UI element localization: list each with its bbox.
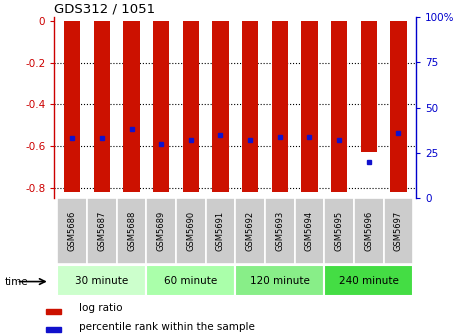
Bar [324, 265, 413, 296]
Text: log ratio: log ratio [79, 303, 123, 313]
Text: GSM5687: GSM5687 [97, 211, 106, 251]
Bar [272, 21, 288, 192]
Text: GDS312 / 1051: GDS312 / 1051 [54, 3, 156, 16]
Text: GSM5686: GSM5686 [68, 211, 77, 251]
Bar [123, 21, 140, 192]
Text: GSM5689: GSM5689 [157, 211, 166, 251]
Bar [212, 21, 228, 192]
Bar [146, 198, 176, 264]
Text: GSM5692: GSM5692 [245, 211, 254, 251]
Bar [384, 198, 413, 264]
Text: GSM5696: GSM5696 [364, 211, 373, 251]
Bar [206, 198, 236, 264]
Bar [46, 327, 61, 333]
Bar [265, 198, 295, 264]
Bar [64, 21, 80, 192]
Bar [87, 198, 117, 264]
Bar [360, 21, 377, 152]
Text: GSM5690: GSM5690 [186, 211, 195, 251]
Bar [94, 21, 110, 192]
Bar [324, 198, 354, 264]
Bar [146, 265, 236, 296]
Bar [153, 21, 169, 192]
Text: GSM5688: GSM5688 [127, 211, 136, 251]
Text: 240 minute: 240 minute [339, 276, 399, 286]
Bar [236, 198, 265, 264]
Bar [236, 265, 324, 296]
Bar [57, 265, 146, 296]
Text: GSM5695: GSM5695 [334, 211, 343, 251]
Bar [242, 21, 258, 192]
Text: 60 minute: 60 minute [164, 276, 218, 286]
Bar [176, 198, 206, 264]
Text: 30 minute: 30 minute [75, 276, 129, 286]
Text: GSM5697: GSM5697 [394, 211, 403, 251]
Text: GSM5693: GSM5693 [275, 211, 284, 251]
Bar [390, 21, 407, 192]
Bar [354, 198, 384, 264]
Text: time: time [5, 277, 28, 287]
Bar [301, 21, 318, 192]
Bar [295, 198, 324, 264]
Text: GSM5691: GSM5691 [216, 211, 225, 251]
Bar [117, 198, 146, 264]
Text: 120 minute: 120 minute [250, 276, 310, 286]
Text: GSM5694: GSM5694 [305, 211, 314, 251]
Bar [183, 21, 199, 192]
Bar [331, 21, 347, 192]
Bar [46, 309, 61, 314]
Text: percentile rank within the sample: percentile rank within the sample [79, 322, 255, 332]
Bar [57, 198, 87, 264]
